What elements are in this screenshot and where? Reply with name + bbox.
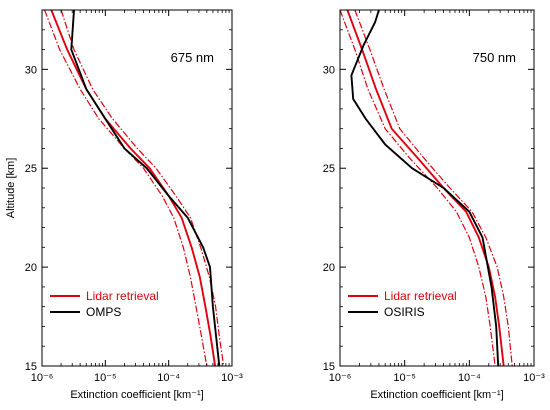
series-line-uncertainty-2: [354, 10, 513, 366]
panel-675nm: 10⁻⁶ 10⁻⁵ 10⁻⁴ 10⁻³ 15 20 25 30 Extinction coeff…: [5, 9, 243, 401]
legend-label: Lidar retrieval: [384, 289, 457, 303]
x-axis-title: Extinction coefficient [km⁻¹]: [370, 389, 503, 401]
legend-label: OSIRIS: [384, 305, 425, 319]
x-tick-label: 10⁻⁶: [329, 372, 352, 384]
x-tick-label: 10⁻⁵: [94, 372, 117, 384]
legend-label: OMPS: [86, 305, 121, 319]
panel-750nm: 10⁻⁶ 10⁻⁵ 10⁻⁴ 10⁻³ 15 20 25 30 Extinction coeff…: [323, 9, 545, 401]
y-tick-label: 15: [323, 361, 335, 373]
x-tick-label: 10⁻⁵: [393, 372, 416, 384]
series-group: [340, 10, 513, 366]
y-tick-label: 30: [323, 64, 335, 76]
x-tick-label: 10⁻⁴: [458, 372, 481, 384]
x-tick-label: 10⁻³: [221, 372, 243, 384]
x-axis-title: Extinction coefficient [km⁻¹]: [70, 389, 203, 401]
x-tick-label: 10⁻³: [523, 372, 545, 384]
series-line-uncertainty-1: [44, 10, 208, 366]
y-tick-label: 30: [25, 64, 37, 76]
y-tick-label: 15: [25, 361, 37, 373]
y-axis-title: Altitude [km]: [5, 158, 17, 219]
series-group: [44, 10, 225, 366]
series-line-uncertainty-1: [340, 10, 496, 366]
x-tick-label: 10⁻⁴: [157, 372, 180, 384]
y-tick-label: 25: [323, 163, 335, 175]
x-tick-label: 10⁻⁶: [31, 372, 54, 384]
series-line-osiris: [350, 10, 500, 366]
series-line-omps: [70, 10, 221, 366]
wavelength-annotation: 750 nm: [473, 50, 516, 65]
wavelength-annotation: 675 nm: [171, 50, 214, 65]
series-line-uncertainty-2: [60, 10, 225, 366]
legend-label: Lidar retrieval: [86, 289, 159, 303]
y-tick-label: 20: [323, 262, 335, 274]
y-tick-label: 20: [25, 262, 37, 274]
series-line-lidar-retrieval: [346, 10, 505, 366]
y-tick-label: 25: [25, 163, 37, 175]
